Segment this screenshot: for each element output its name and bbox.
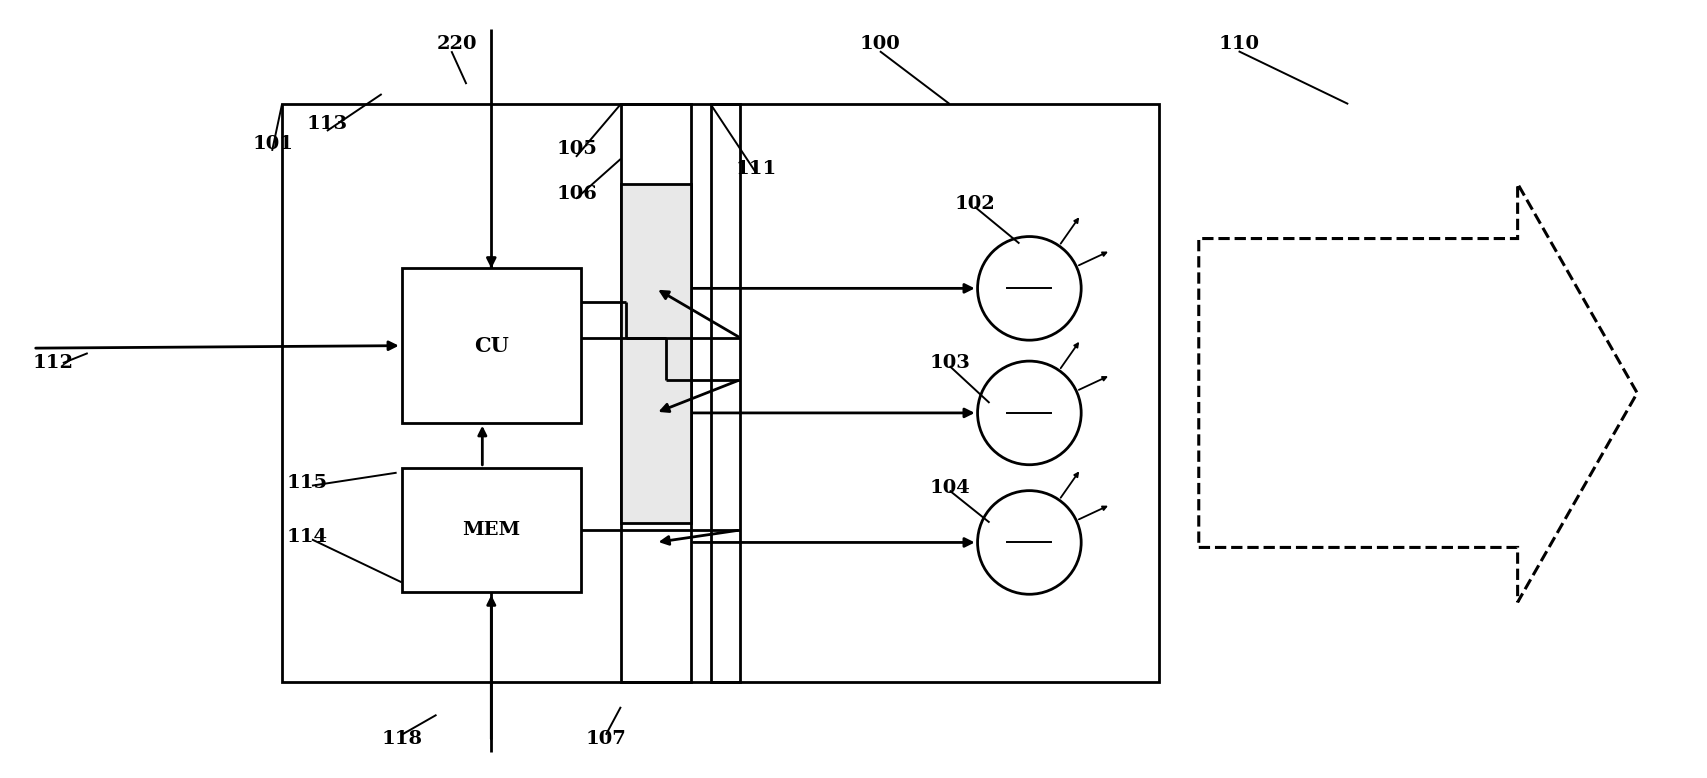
Bar bbox=[710, 104, 1159, 682]
Text: 100: 100 bbox=[860, 35, 900, 53]
Text: 106: 106 bbox=[556, 184, 596, 203]
Text: 104: 104 bbox=[929, 478, 970, 496]
Text: 110: 110 bbox=[1219, 35, 1260, 53]
Text: 101: 101 bbox=[253, 135, 294, 153]
Text: 220: 220 bbox=[437, 35, 476, 53]
Text: 113: 113 bbox=[307, 115, 348, 133]
Bar bbox=[401, 268, 580, 423]
Text: 103: 103 bbox=[929, 354, 970, 372]
Text: 115: 115 bbox=[287, 474, 328, 492]
Text: MEM: MEM bbox=[463, 521, 521, 539]
Text: 114: 114 bbox=[287, 528, 328, 546]
Text: 107: 107 bbox=[586, 730, 626, 748]
Text: 112: 112 bbox=[32, 354, 73, 372]
Text: 111: 111 bbox=[736, 159, 777, 178]
Text: 102: 102 bbox=[954, 194, 995, 212]
Bar bbox=[401, 468, 580, 592]
Bar bbox=[620, 104, 690, 682]
Text: CU: CU bbox=[473, 335, 509, 356]
Text: 105: 105 bbox=[556, 140, 596, 158]
Bar bbox=[282, 104, 739, 682]
Text: 118: 118 bbox=[381, 730, 422, 748]
Bar bbox=[620, 184, 690, 523]
